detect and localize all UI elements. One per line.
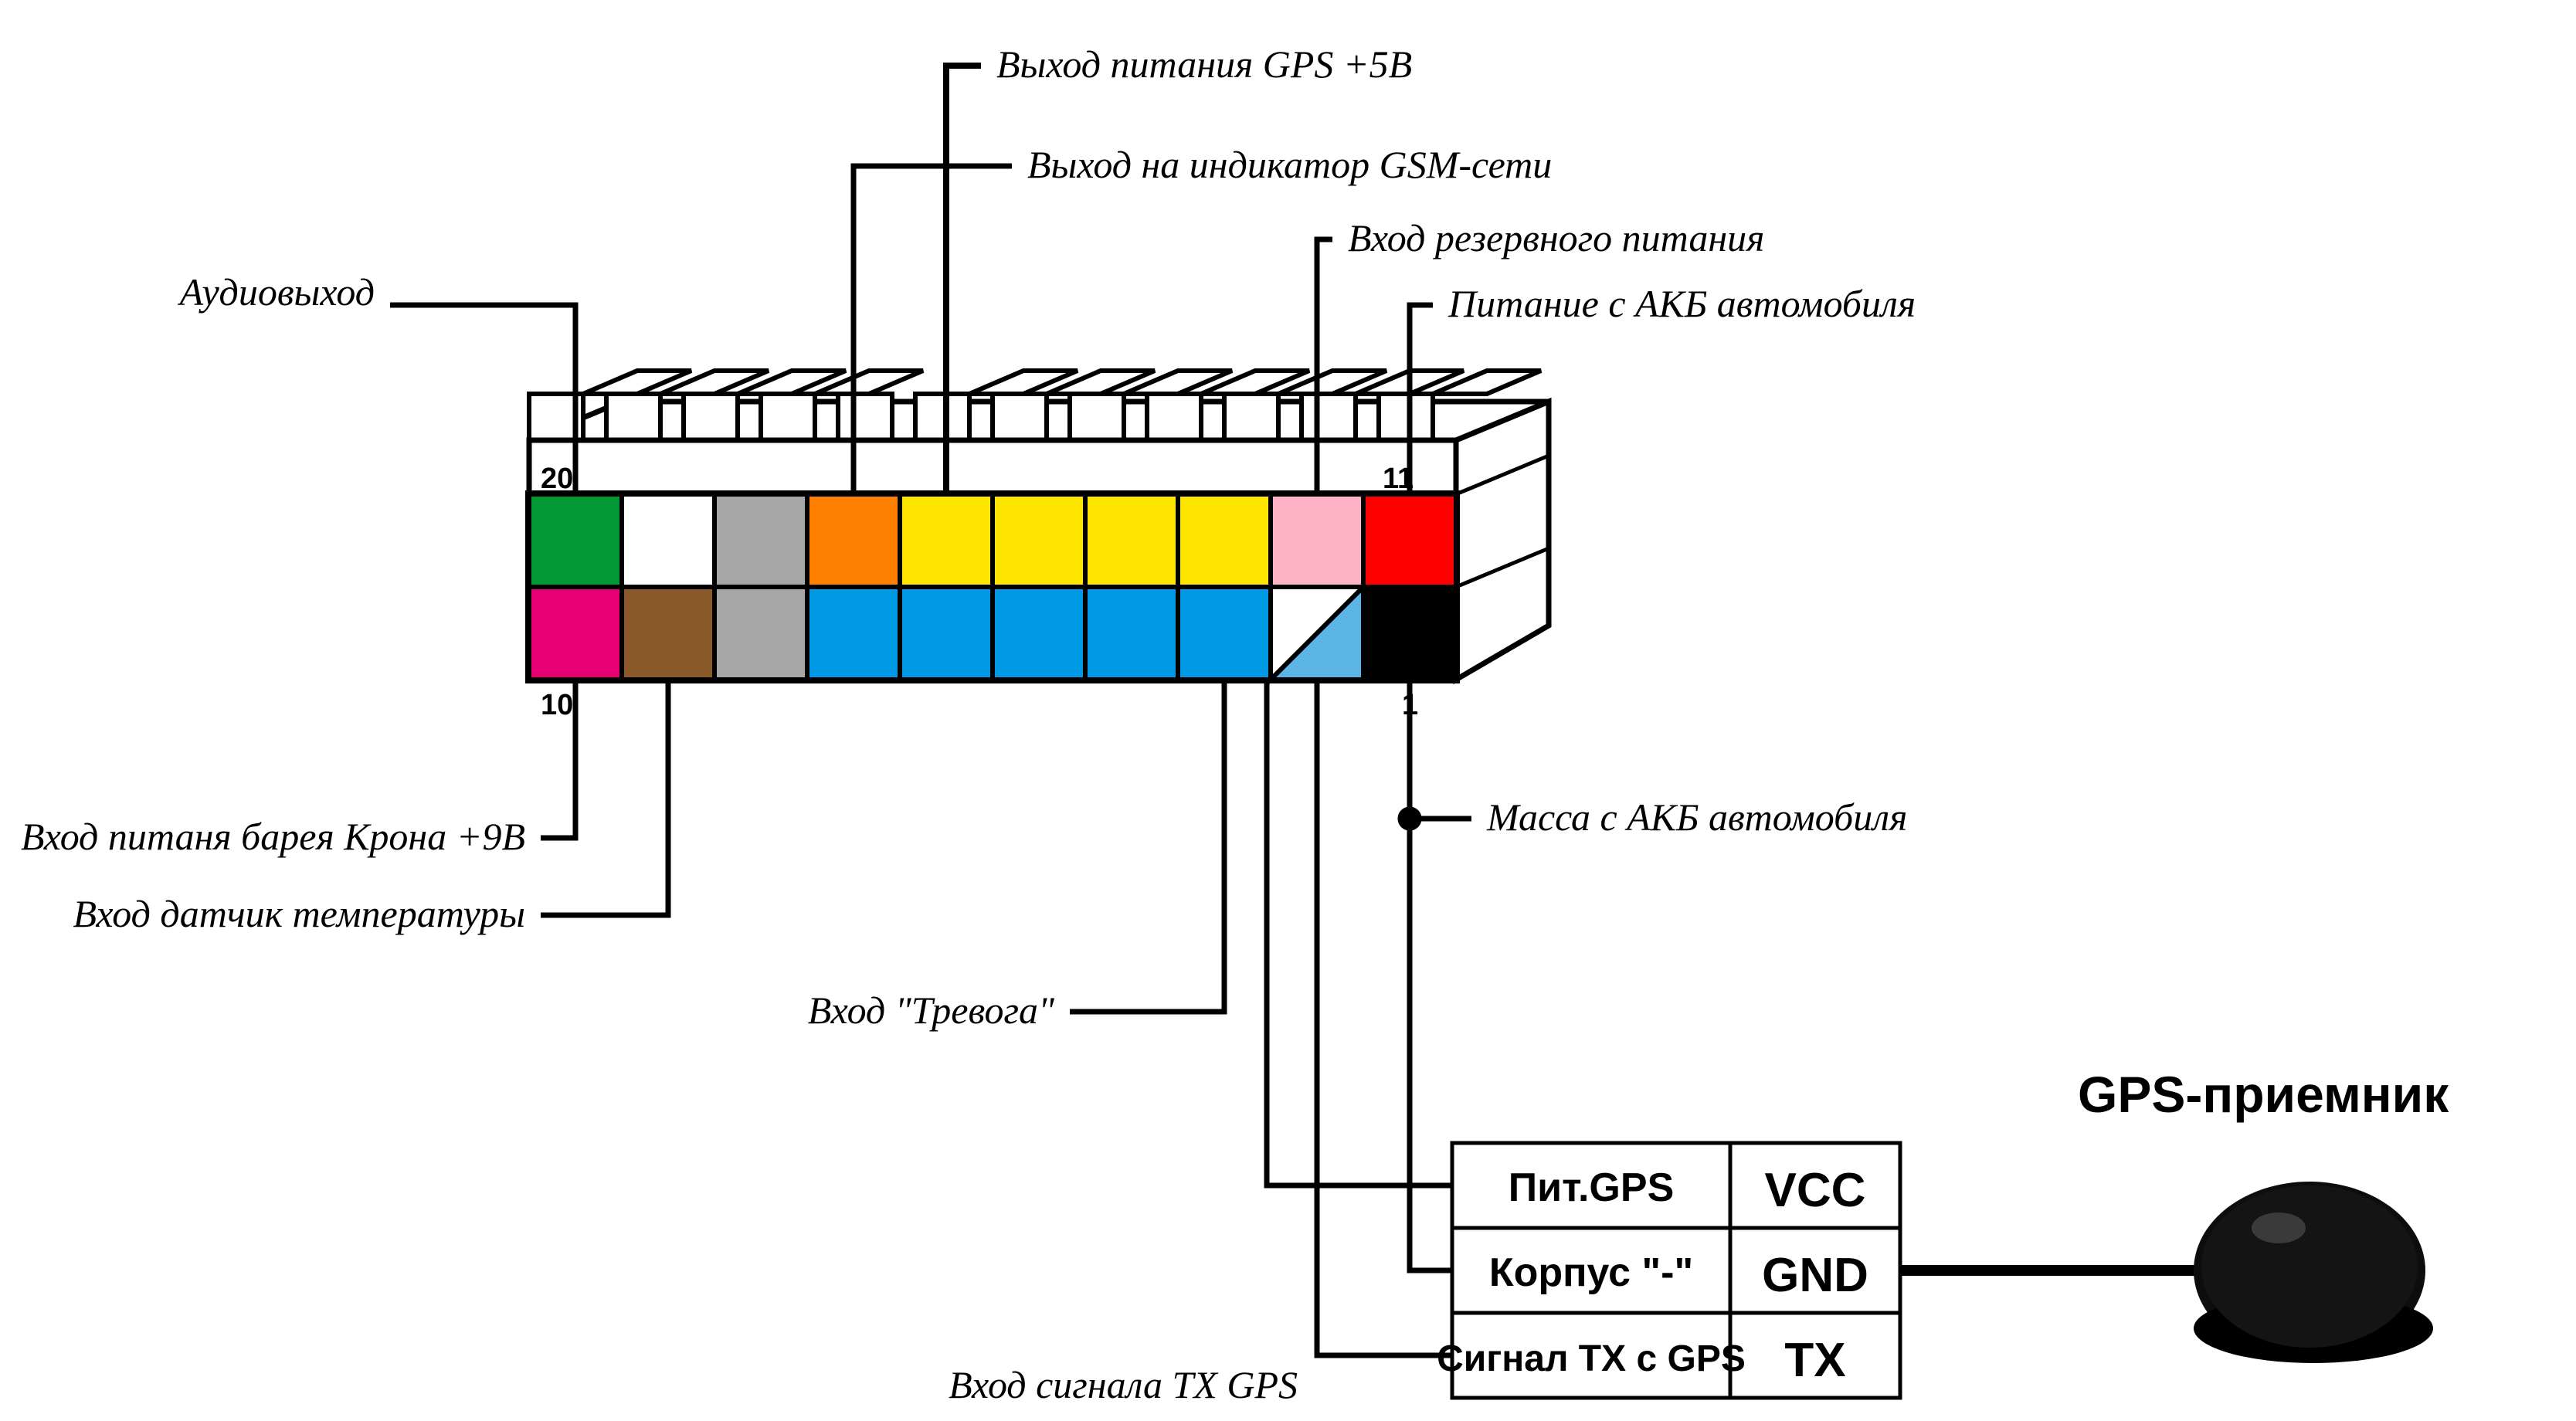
pin-16 bbox=[900, 494, 993, 587]
connector-bottom-row bbox=[529, 587, 1456, 680]
label-gsm-led: Выход на индикатор GSM-сети bbox=[1027, 143, 1552, 186]
pin-11 bbox=[1363, 494, 1456, 587]
label-tx: Вход сигнала TX GPS bbox=[949, 1363, 1298, 1406]
pin-15 bbox=[993, 494, 1085, 587]
pin-10 bbox=[529, 587, 622, 680]
junction-dot bbox=[1400, 809, 1419, 828]
gps-cell-r3a: Сигнал TX с GPS bbox=[1437, 1338, 1746, 1379]
gps-cell-r1b: VCC bbox=[1765, 1164, 1866, 1217]
wire-ground-main bbox=[1410, 680, 1471, 819]
label-gps-5v: Выход питания GPS +5В bbox=[996, 42, 1412, 86]
pin-18 bbox=[714, 494, 807, 587]
pin-13 bbox=[1178, 494, 1271, 587]
pin-19 bbox=[622, 494, 714, 587]
gps-cell-r1a: Пит.GPS bbox=[1509, 1165, 1675, 1210]
connector-top-row bbox=[529, 494, 1456, 587]
pin-12 bbox=[1271, 494, 1363, 587]
label-temp: Вход датчик температуры bbox=[73, 892, 525, 935]
pin-4 bbox=[1085, 587, 1178, 680]
connector-side-face bbox=[1456, 402, 1549, 680]
label-akb: Питание с АКБ автомобиля bbox=[1448, 282, 1916, 325]
pin-1 bbox=[1363, 587, 1456, 680]
pin-14 bbox=[1085, 494, 1178, 587]
pin-9 bbox=[622, 587, 714, 680]
pin-2 bbox=[1271, 587, 1363, 680]
gps-cell-r2b: GND bbox=[1762, 1249, 1868, 1302]
wire-tx bbox=[1317, 680, 1452, 1355]
pin-7 bbox=[807, 587, 900, 680]
pin-label-20: 20 bbox=[541, 463, 573, 495]
connector-block: 20 11 10 1 bbox=[529, 371, 1549, 721]
pin-5 bbox=[993, 587, 1085, 680]
pin-17 bbox=[807, 494, 900, 587]
label-reserve: Вход резервного питания bbox=[1348, 216, 1764, 259]
gps-cell-r2a: Корпус "-" bbox=[1489, 1250, 1693, 1295]
pin-20 bbox=[529, 494, 622, 587]
gps-title: GPS-приемник bbox=[2078, 1066, 2449, 1123]
gps-receiver bbox=[1900, 1182, 2433, 1363]
label-alarm: Вход "Тревога" bbox=[808, 989, 1055, 1032]
label-krona: Вход питаня барея Крона +9В bbox=[21, 815, 525, 858]
wire-ground-to-table bbox=[1410, 819, 1452, 1270]
pin-8 bbox=[714, 587, 807, 680]
wire-alarm bbox=[1070, 680, 1224, 1012]
label-audio: Аудиовыход bbox=[178, 270, 375, 314]
pin-3 bbox=[1178, 587, 1271, 680]
label-ground: Масса с АКБ автомобиля bbox=[1486, 795, 1907, 839]
pin-6 bbox=[900, 587, 993, 680]
pin-label-10: 10 bbox=[541, 689, 573, 721]
gps-cell-r3b: TX bbox=[1784, 1334, 1845, 1387]
wire-vcc-to-table bbox=[1267, 680, 1452, 1185]
